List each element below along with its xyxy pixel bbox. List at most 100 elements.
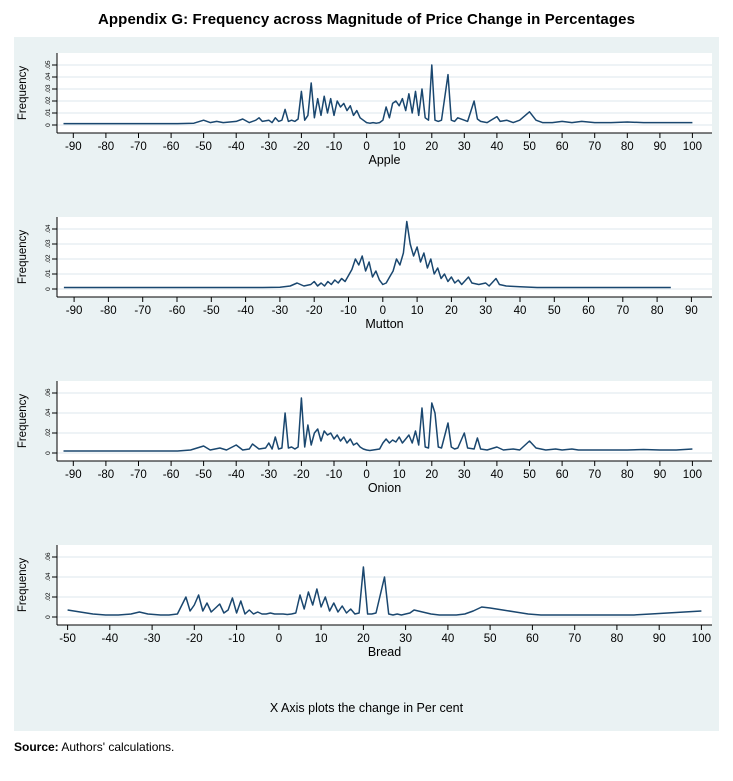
svg-text:40: 40 xyxy=(491,141,504,153)
svg-text:0: 0 xyxy=(276,633,282,645)
svg-text:.04: .04 xyxy=(45,72,52,81)
svg-text:20: 20 xyxy=(425,141,438,153)
svg-text:0: 0 xyxy=(45,123,52,127)
svg-text:Frequency: Frequency xyxy=(17,394,29,449)
svg-text:40: 40 xyxy=(491,469,504,481)
svg-text:20: 20 xyxy=(425,469,438,481)
source-text: Authors' calculations. xyxy=(58,740,175,754)
svg-text:90: 90 xyxy=(653,633,666,645)
svg-text:60: 60 xyxy=(582,305,595,317)
svg-text:-10: -10 xyxy=(326,141,343,153)
svg-text:.03: .03 xyxy=(45,84,52,93)
svg-text:.02: .02 xyxy=(45,254,52,263)
figure-title: Appendix G: Frequency across Magnitude o… xyxy=(97,11,636,28)
svg-text:10: 10 xyxy=(393,469,406,481)
svg-text:.01: .01 xyxy=(45,269,52,278)
onion-frequency-chart: 0 .02 .04 .06 -90 -80 -70 -60 -50 -40 -30 -20 -10 0 10… xyxy=(17,381,712,481)
svg-text:70: 70 xyxy=(616,305,629,317)
svg-text:-60: -60 xyxy=(169,305,186,317)
svg-text:Frequency: Frequency xyxy=(17,558,29,613)
svg-text:10: 10 xyxy=(315,633,328,645)
svg-text:-60: -60 xyxy=(163,469,180,481)
bread-x-axis-title: Bread xyxy=(367,645,402,659)
svg-text:40: 40 xyxy=(442,633,455,645)
svg-text:-80: -80 xyxy=(98,469,115,481)
svg-text:.02: .02 xyxy=(45,96,52,105)
svg-text:.04: .04 xyxy=(45,408,52,417)
svg-text:0: 0 xyxy=(45,615,52,619)
svg-text:20: 20 xyxy=(445,305,458,317)
bread-frequency-chart: 0 .02 .04 .06 -50 -40 -30 -20 -10 0 10 20 30 40 50 60 70… xyxy=(17,545,712,645)
svg-text:-30: -30 xyxy=(144,633,161,645)
svg-text:-90: -90 xyxy=(65,141,82,153)
svg-text:0: 0 xyxy=(45,451,52,455)
svg-text:-70: -70 xyxy=(134,305,151,317)
mutton-frequency-chart: 0 .01 .02 .03 .04 -90 -80 -70 -60 -50 -40 -30 -20 -10… xyxy=(17,217,712,317)
subplot-mutton: 0 .01 .02 .03 .04 -90 -80 -70 -60 -50 -40 -30 -20 -10… xyxy=(14,201,719,333)
svg-text:-40: -40 xyxy=(237,305,254,317)
svg-text:100: 100 xyxy=(692,633,711,645)
svg-text:-20: -20 xyxy=(186,633,203,645)
svg-text:30: 30 xyxy=(479,305,492,317)
svg-text:70: 70 xyxy=(588,141,601,153)
svg-text:50: 50 xyxy=(523,469,536,481)
svg-text:.04: .04 xyxy=(45,224,52,233)
apple-frequency-chart: 0 .01 .02 .03 .04 .05 -90 -80 -70 -60 -50 -40 -30 -20… xyxy=(17,53,712,153)
mutton-x-axis-title: Mutton xyxy=(365,317,404,331)
svg-text:80: 80 xyxy=(621,141,634,153)
subplot-bread: 0 .02 .04 .06 -50 -40 -30 -20 -10 0 10 20 30 40 50 60 70… xyxy=(14,529,719,661)
svg-text:.03: .03 xyxy=(45,239,52,248)
svg-text:80: 80 xyxy=(621,469,634,481)
svg-text:60: 60 xyxy=(556,141,569,153)
svg-text:-50: -50 xyxy=(195,141,212,153)
svg-text:10: 10 xyxy=(411,305,424,317)
svg-text:-10: -10 xyxy=(228,633,245,645)
svg-text:.04: .04 xyxy=(45,572,52,581)
svg-text:-90: -90 xyxy=(66,305,83,317)
svg-text:80: 80 xyxy=(651,305,664,317)
svg-text:-30: -30 xyxy=(260,469,277,481)
svg-text:-50: -50 xyxy=(195,469,212,481)
svg-text:10: 10 xyxy=(393,141,406,153)
svg-text:0: 0 xyxy=(380,305,386,317)
svg-text:100: 100 xyxy=(683,141,702,153)
onion-x-axis-title: Onion xyxy=(367,481,402,495)
svg-text:-30: -30 xyxy=(260,141,277,153)
svg-text:-40: -40 xyxy=(228,469,245,481)
svg-text:70: 70 xyxy=(568,633,581,645)
svg-text:Frequency: Frequency xyxy=(17,66,29,121)
svg-text:0: 0 xyxy=(45,287,52,291)
svg-text:50: 50 xyxy=(523,141,536,153)
svg-text:70: 70 xyxy=(588,469,601,481)
svg-text:20: 20 xyxy=(357,633,370,645)
svg-text:-40: -40 xyxy=(101,633,118,645)
svg-text:.02: .02 xyxy=(45,592,52,601)
svg-text:90: 90 xyxy=(654,469,667,481)
svg-text:Frequency: Frequency xyxy=(17,230,29,285)
graph-region: 0 .01 .02 .03 .04 .05 -90 -80 -70 -60 -50 -40 -30 -20… xyxy=(14,37,719,731)
svg-text:-80: -80 xyxy=(98,141,115,153)
x-axis-note: X Axis plots the change in Per cent xyxy=(269,701,464,715)
source-label: Source: xyxy=(14,740,59,754)
svg-text:-20: -20 xyxy=(306,305,323,317)
svg-text:-40: -40 xyxy=(228,141,245,153)
svg-text:0: 0 xyxy=(363,141,369,153)
svg-text:50: 50 xyxy=(484,633,497,645)
svg-text:-80: -80 xyxy=(100,305,117,317)
svg-text:30: 30 xyxy=(458,141,471,153)
subplot-onion: 0 .02 .04 .06 -90 -80 -70 -60 -50 -40 -30 -20 -10 0 10… xyxy=(14,365,719,497)
source-note: Source: Authors' calculations. xyxy=(14,740,733,754)
svg-text:60: 60 xyxy=(526,633,539,645)
svg-text:-70: -70 xyxy=(130,469,147,481)
svg-text:-20: -20 xyxy=(293,141,310,153)
svg-text:.06: .06 xyxy=(45,388,52,397)
svg-text:.06: .06 xyxy=(45,552,52,561)
svg-text:90: 90 xyxy=(685,305,698,317)
svg-text:0: 0 xyxy=(363,469,369,481)
svg-text:40: 40 xyxy=(514,305,527,317)
svg-text:.05: .05 xyxy=(45,60,52,69)
svg-text:-60: -60 xyxy=(163,141,180,153)
svg-text:30: 30 xyxy=(399,633,412,645)
svg-text:-20: -20 xyxy=(293,469,310,481)
svg-text:.01: .01 xyxy=(45,108,52,117)
